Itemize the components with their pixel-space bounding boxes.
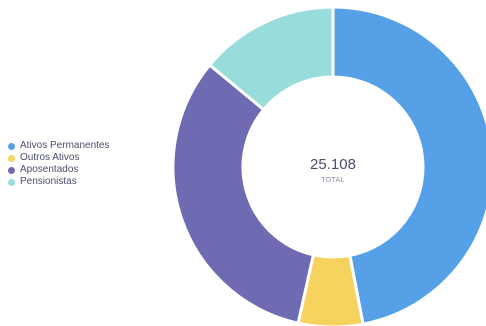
legend-swatch bbox=[8, 178, 15, 186]
legend-label: Outros Ativos bbox=[20, 152, 80, 163]
legend-swatch bbox=[8, 154, 15, 162]
total-value: 25.108 bbox=[310, 156, 356, 173]
legend-item[interactable]: Pensionistas bbox=[8, 176, 110, 188]
legend-swatch bbox=[8, 166, 15, 174]
donut-slice[interactable] bbox=[207, 5, 335, 112]
legend-label: Pensionistas bbox=[20, 176, 77, 187]
legend-item[interactable]: Aposentados bbox=[8, 164, 110, 176]
donut-slice[interactable] bbox=[171, 62, 316, 325]
legend-label: Aposentados bbox=[20, 164, 79, 175]
legend-item[interactable]: Ativos Permanentes bbox=[8, 140, 110, 152]
total-label: TOTAL bbox=[321, 177, 344, 184]
chart-legend: Ativos Permanentes Outros Ativos Aposentad… bbox=[8, 140, 110, 188]
donut-slice[interactable] bbox=[331, 5, 486, 326]
legend-label: Ativos Permanentes bbox=[20, 140, 110, 151]
legend-item[interactable]: Outros Ativos bbox=[8, 152, 110, 164]
donut-slices bbox=[171, 5, 486, 326]
legend-swatch bbox=[8, 142, 15, 150]
